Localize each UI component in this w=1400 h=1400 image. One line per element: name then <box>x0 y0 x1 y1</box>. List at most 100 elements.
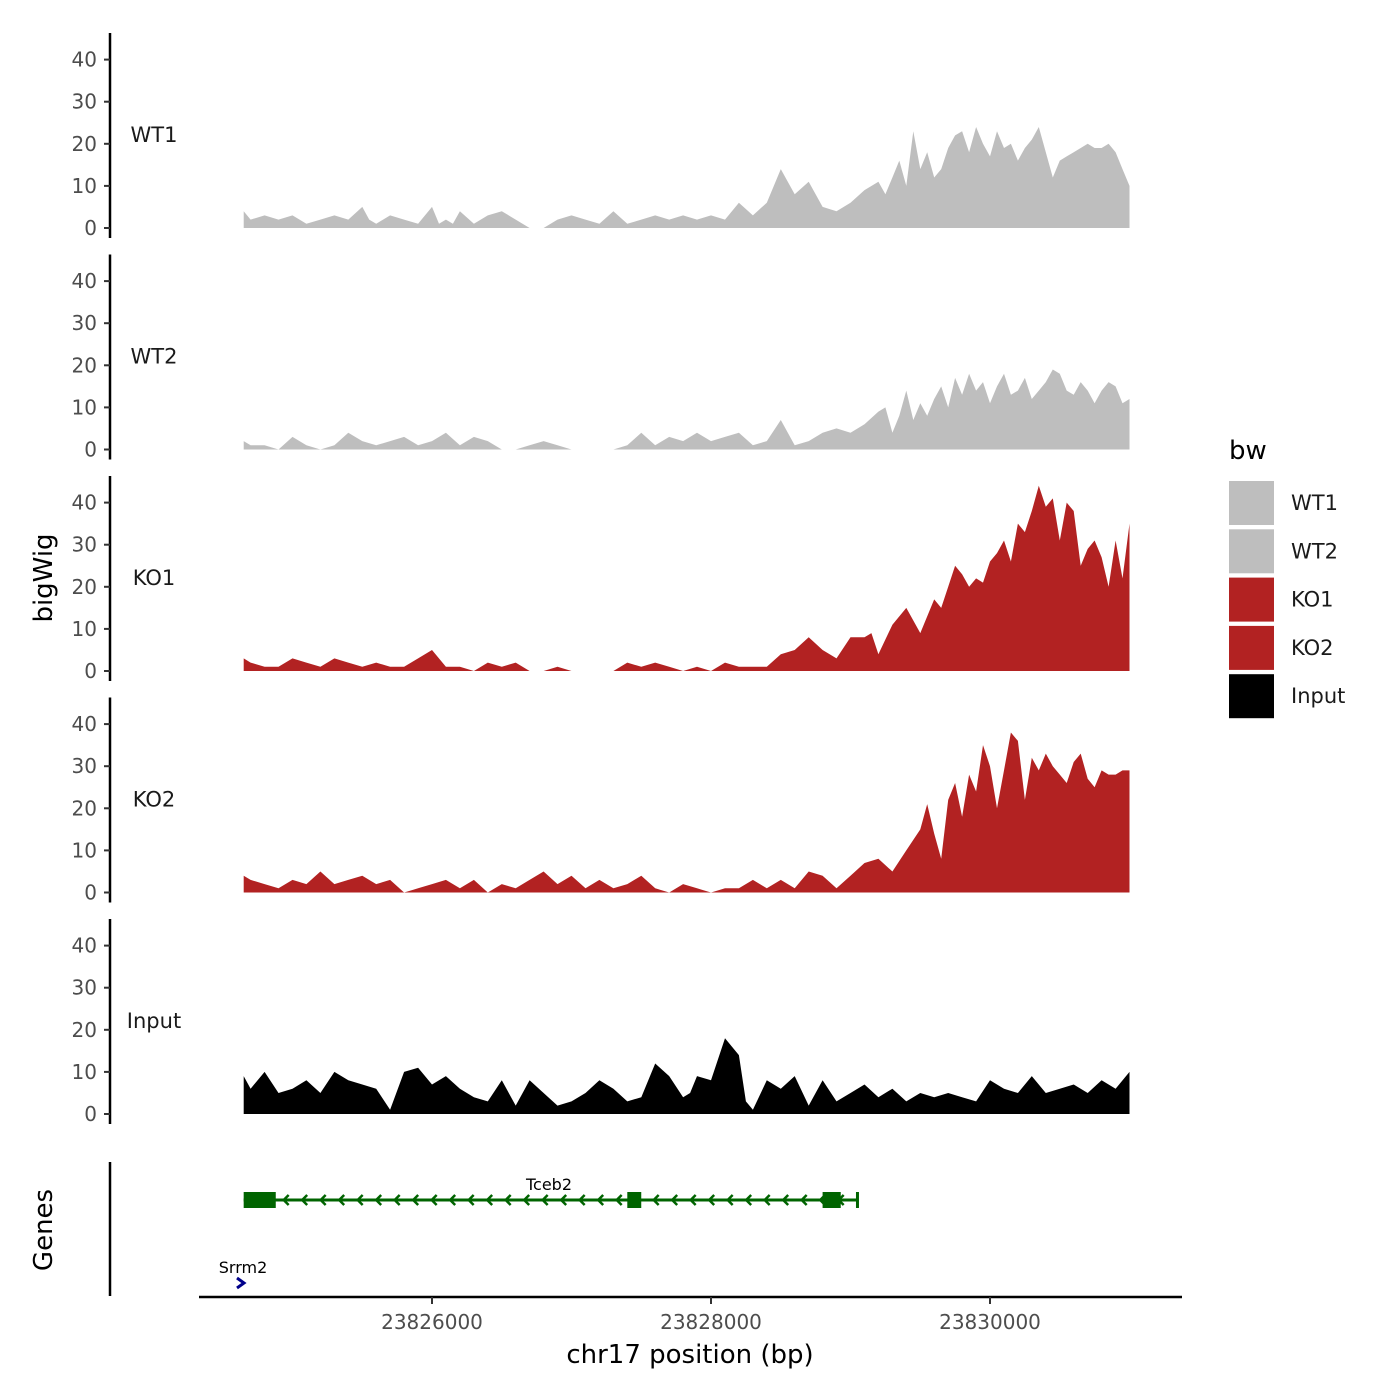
strand-chevron <box>614 1194 623 1206</box>
legend-title: bw <box>1229 436 1267 466</box>
legend-swatch <box>1229 529 1274 574</box>
legend-entry-ko1: KO1 <box>1229 577 1334 622</box>
strand-chevron <box>411 1194 420 1206</box>
strand-chevron <box>725 1194 734 1206</box>
y-tick-label: 0 <box>84 1102 97 1126</box>
track-area-wt1 <box>243 127 1130 228</box>
strand-chevron <box>281 1194 290 1206</box>
x-tick-label: 23826000 <box>381 1310 483 1334</box>
strand-chevron <box>429 1194 438 1206</box>
strand-chevron <box>337 1194 346 1206</box>
gene-track: Tceb2 Srrm2 <box>108 1162 859 1296</box>
strand-chevron <box>522 1194 531 1206</box>
strand-chevron <box>762 1194 771 1206</box>
y-tick-label: 20 <box>72 132 97 156</box>
gene-tceb2: Tceb2 <box>243 1175 859 1208</box>
strand-chevron <box>236 1276 247 1290</box>
legend-entry-wt1: WT1 <box>1229 481 1338 525</box>
track-area-input <box>243 1038 1130 1114</box>
y-tick-label: 20 <box>72 353 97 377</box>
gene-srrm2: Srrm2 <box>219 1258 268 1290</box>
gene-exon <box>243 1192 276 1208</box>
strand-chevron <box>448 1194 457 1206</box>
signal-tracks: 0 10 20 30 40 WT1 0 10 20 30 40 WT2 0 10 20 30 40 KO1 0 10 2… <box>72 33 1130 1126</box>
y-tick-label: 30 <box>72 533 97 557</box>
y-tick-label: 40 <box>72 934 97 958</box>
legend-swatch <box>1229 674 1274 719</box>
strand-chevron <box>577 1194 586 1206</box>
y-axis-title: bigWig <box>29 533 59 622</box>
strand-chevron <box>651 1194 660 1206</box>
legend-label: KO2 <box>1291 636 1334 660</box>
y-tick-label: 0 <box>84 438 97 462</box>
track-input: 0 10 20 30 40 Input <box>72 919 1130 1126</box>
x-axis: 23826000 23828000 23830000 <box>199 1295 1182 1334</box>
y-tick-label: 40 <box>72 712 97 736</box>
y-tick-label: 0 <box>84 881 97 905</box>
legend-label: WT1 <box>1291 491 1338 515</box>
gene-track-title: Genes <box>29 1189 59 1271</box>
track-ko1: 0 10 20 30 40 KO1 <box>72 476 1130 683</box>
y-tick-label: 10 <box>72 174 97 198</box>
strand-chevron <box>781 1194 790 1206</box>
strand-chevron <box>559 1194 568 1206</box>
strand-chevron <box>596 1194 605 1206</box>
strand-chevron <box>744 1194 753 1206</box>
y-tick-label: 0 <box>84 216 97 240</box>
y-tick-label: 30 <box>72 976 97 1000</box>
y-tick-label: 20 <box>72 575 97 599</box>
track-label: Input <box>127 1009 181 1033</box>
strand-chevron <box>670 1194 679 1206</box>
legend-entry-input: Input <box>1229 674 1345 719</box>
strand-chevron <box>374 1194 383 1206</box>
track-wt2: 0 10 20 30 40 WT2 <box>72 254 1130 462</box>
track-area-ko1 <box>243 485 1130 671</box>
y-tick-label: 20 <box>72 1018 97 1042</box>
strand-chevron <box>300 1194 309 1206</box>
legend-entry-wt2: WT2 <box>1229 529 1338 574</box>
y-tick-label: 10 <box>72 1060 97 1084</box>
x-axis-title: chr17 position (bp) <box>566 1340 813 1370</box>
strand-chevron <box>392 1194 401 1206</box>
strand-chevron <box>318 1194 327 1206</box>
x-tick-label: 23830000 <box>939 1310 1041 1334</box>
strand-chevron <box>466 1194 475 1206</box>
strand-chevron <box>688 1194 697 1206</box>
strand-chevron <box>355 1194 364 1206</box>
track-label: KO2 <box>133 788 176 812</box>
track-ko2: 0 10 20 30 40 KO2 <box>72 697 1130 905</box>
gene-label: Tceb2 <box>525 1175 572 1194</box>
y-tick-label: 20 <box>72 796 97 820</box>
y-tick-label: 30 <box>72 311 97 335</box>
gene-label: Srrm2 <box>219 1258 268 1277</box>
legend-swatch <box>1229 481 1274 525</box>
strand-chevron <box>540 1194 549 1206</box>
track-area-wt2 <box>243 369 1130 450</box>
track-area-ko2 <box>243 732 1130 893</box>
y-tick-label: 10 <box>72 395 97 419</box>
legend-swatch <box>1229 577 1274 622</box>
track-label: KO1 <box>133 566 176 590</box>
y-tick-label: 40 <box>72 491 97 515</box>
track-wt1: 0 10 20 30 40 WT1 <box>72 33 1130 240</box>
y-tick-label: 40 <box>72 269 97 293</box>
legend-entry-ko2: KO2 <box>1229 625 1334 670</box>
legend-label: KO1 <box>1291 588 1334 612</box>
track-label: WT1 <box>131 123 178 147</box>
strand-chevron <box>485 1194 494 1206</box>
gene-exon <box>627 1192 642 1208</box>
y-tick-label: 10 <box>72 617 97 641</box>
gene-exon <box>822 1192 841 1208</box>
track-label: WT2 <box>131 345 178 369</box>
strand-chevron <box>799 1194 808 1206</box>
legend-swatch <box>1229 625 1274 670</box>
y-tick-label: 10 <box>72 838 97 862</box>
legend-label: WT2 <box>1291 539 1338 563</box>
x-tick-label: 23828000 <box>660 1310 762 1334</box>
strand-chevron <box>707 1194 716 1206</box>
strand-chevron <box>503 1194 512 1206</box>
legend: bw WT1 WT2 KO1 KO2 Input <box>1229 436 1345 719</box>
y-tick-label: 30 <box>72 90 97 114</box>
y-tick-label: 30 <box>72 754 97 778</box>
